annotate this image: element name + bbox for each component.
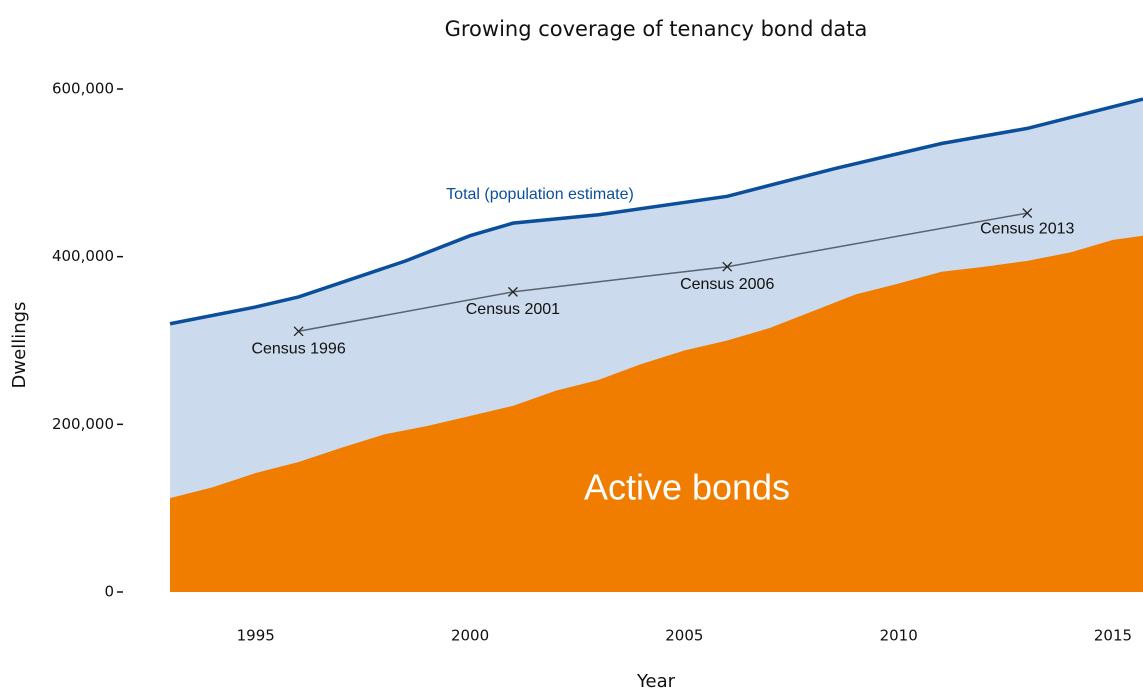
x-tick-label: 2010 — [880, 627, 918, 645]
x-axis-label: Year — [636, 671, 676, 692]
series-label: Active bonds — [584, 467, 790, 508]
y-tick-label: 200,000 — [52, 415, 114, 433]
y-tick-label: 400,000 — [52, 247, 114, 265]
x-tick-label: 2000 — [451, 627, 489, 645]
census-point — [722, 261, 733, 272]
census-line — [298, 212, 1028, 333]
census-point — [507, 286, 518, 297]
census-label: Census 2001 — [466, 301, 560, 318]
x-tick-label: 1995 — [237, 627, 275, 645]
area — [170, 235, 1143, 593]
series-label: Total (population estimate) — [446, 186, 634, 203]
x-tick-label: 2015 — [1094, 627, 1132, 645]
line — [169, 97, 1143, 326]
census-point — [293, 326, 304, 337]
y-tick-label: 600,000 — [52, 80, 114, 98]
census-point — [1022, 208, 1033, 219]
census-label: Census 1996 — [251, 340, 345, 357]
chart-title: Growing coverage of tenancy bond data — [445, 17, 868, 41]
x-tick-label: 2005 — [665, 627, 703, 645]
y-tick-label: 0 — [104, 583, 114, 601]
y-axis-label: Dwellings — [9, 302, 30, 389]
census-label: Census 2006 — [680, 276, 774, 293]
census-label: Census 2013 — [980, 220, 1074, 237]
